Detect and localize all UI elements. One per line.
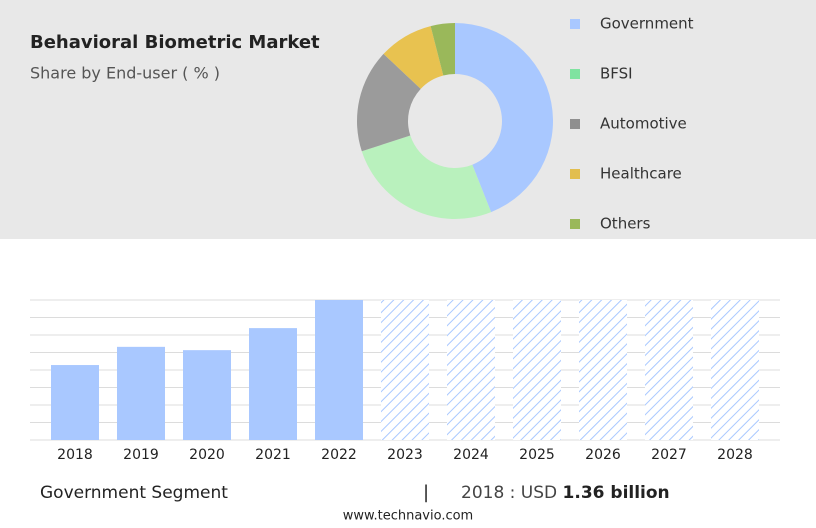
legend-swatch (570, 19, 580, 29)
x-tick-label: 2026 (585, 447, 621, 463)
legend-swatch (570, 169, 580, 179)
pie-slice (383, 26, 444, 89)
forecast-placeholder (513, 300, 561, 440)
pie-slice (357, 53, 421, 152)
x-tick-label: 2018 (57, 447, 93, 463)
value-label: 1.36 billion (563, 483, 670, 503)
x-tick-label: 2020 (189, 447, 225, 463)
legend-swatch (570, 119, 580, 129)
legend-label: Government (600, 15, 694, 33)
pie-slice (361, 135, 492, 220)
legend-label: Automotive (600, 115, 687, 133)
x-tick-label: 2019 (123, 447, 159, 463)
source: www.technavio.com (343, 509, 473, 524)
separator: | (423, 482, 429, 503)
forecast-placeholder (645, 300, 693, 440)
forecast-placeholder (447, 300, 495, 440)
legend-label: BFSI (600, 65, 633, 83)
forecast-placeholder (579, 300, 627, 440)
x-tick-label: 2023 (387, 447, 423, 463)
forecast-placeholder (381, 300, 429, 440)
legend-swatch (570, 69, 580, 79)
x-tick-label: 2025 (519, 447, 555, 463)
x-tick-label: 2022 (321, 447, 357, 463)
segment-label: Government Segment (40, 483, 228, 503)
legend-label: Healthcare (600, 165, 682, 183)
forecast-placeholder (711, 300, 759, 440)
x-tick-label: 2021 (255, 447, 291, 463)
bar (117, 346, 165, 440)
bar (183, 350, 231, 440)
x-tick-label: 2027 (651, 447, 687, 463)
bar (51, 365, 99, 440)
chart-subtitle: Share by End-user ( % ) (30, 64, 220, 83)
value-caption: 2018 : USD 1.36 billion (461, 483, 670, 503)
year-label: 2018 : USD (461, 483, 557, 503)
legend-label: Others (600, 215, 651, 233)
chart-title: Behavioral Biometric Market (30, 32, 320, 53)
pie-slice (455, 23, 554, 213)
pie-slice (430, 23, 455, 76)
legend-swatch (570, 219, 580, 229)
x-tick-label: 2028 (717, 447, 753, 463)
bar (249, 328, 297, 440)
x-tick-label: 2024 (453, 447, 489, 463)
bar (315, 300, 363, 440)
